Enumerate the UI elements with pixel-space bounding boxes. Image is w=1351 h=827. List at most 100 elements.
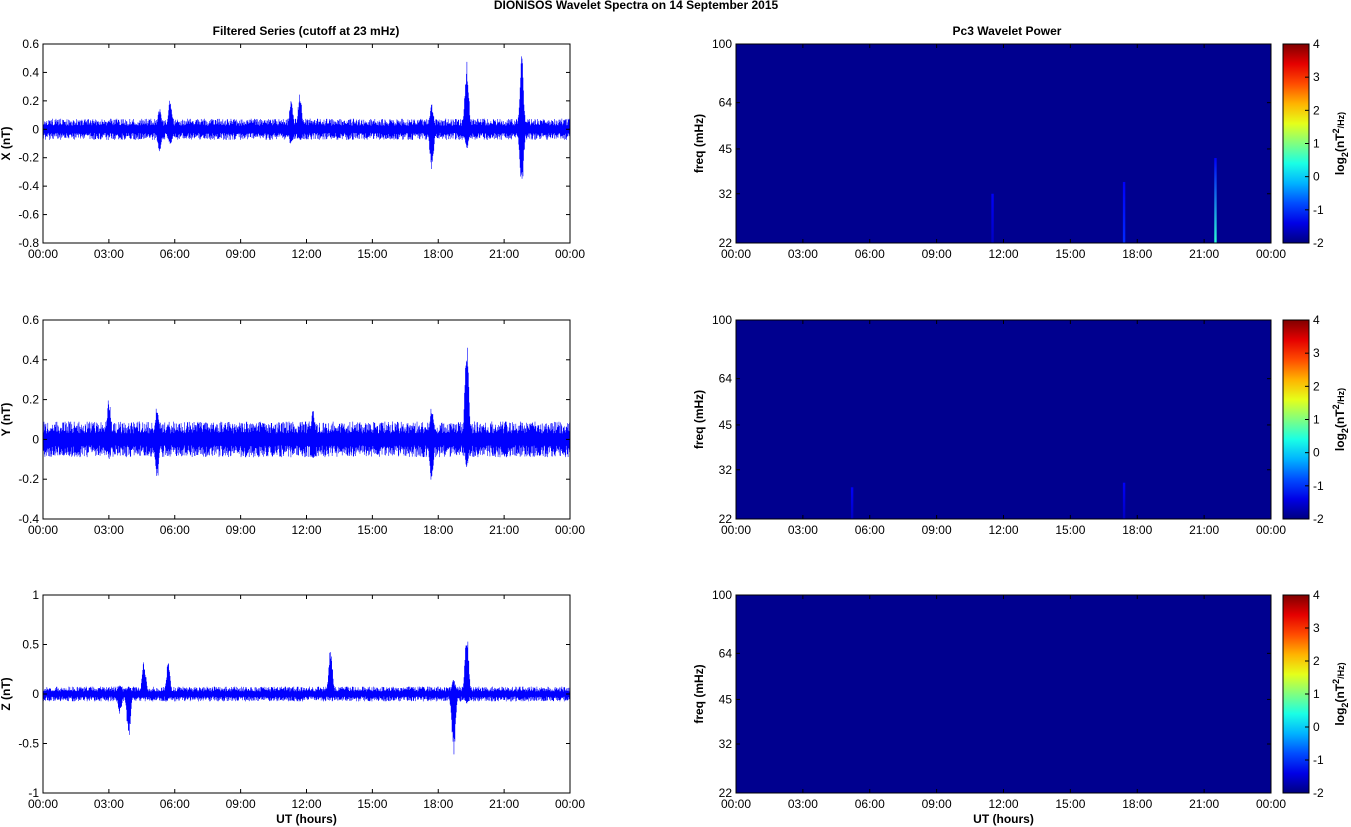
- wavelet-xtick-label: 06:00: [855, 523, 885, 537]
- heatmap-background: [736, 44, 1271, 243]
- ytick-label: 32: [719, 187, 733, 201]
- wavelet-xlabel: UT (hours): [973, 812, 1034, 826]
- wavelet-xtick-label: 00:00: [1256, 797, 1286, 811]
- colorbar-tick-label: 1: [1313, 413, 1320, 427]
- colorbar-label-part: (nT: [1333, 409, 1347, 428]
- ytick-label: -0.4: [18, 179, 39, 193]
- wavelet-xtick-label: 12:00: [988, 797, 1018, 811]
- ylabel: Y (nT): [0, 403, 13, 437]
- ylabel: freq (mHz): [692, 664, 706, 723]
- ytick-label: 45: [719, 142, 733, 156]
- ytick-label: 100: [712, 313, 732, 327]
- colorbar-tick-label: 3: [1313, 346, 1320, 360]
- ytick-label: 0.4: [22, 65, 39, 79]
- colorbar-tick-label: 4: [1313, 313, 1320, 327]
- ytick-label: 0.4: [22, 353, 39, 367]
- ytick-label: -0.2: [18, 472, 39, 486]
- colorbar-label-part: /Hz): [1336, 112, 1346, 129]
- wavelet-xtick-label: 12:00: [988, 247, 1018, 261]
- colorbar-label-part: 2: [1331, 679, 1341, 684]
- colorbar-bar: [1282, 319, 1310, 520]
- ytick-label: 0.6: [22, 313, 39, 327]
- wavelet-hotspot: [1214, 158, 1217, 243]
- colorbar-tick-label: 3: [1313, 70, 1320, 84]
- wavelet-xtick-label: 12:00: [988, 523, 1018, 537]
- ytick-label: 32: [719, 463, 733, 477]
- ytick-label: 22: [719, 236, 733, 250]
- series-xtick-label: 00:00: [28, 247, 58, 261]
- ylabel: X (nT): [0, 127, 13, 161]
- colorbar-tick-label: -1: [1313, 479, 1324, 493]
- colorbar-label-part: /Hz): [1336, 662, 1346, 679]
- colorbar-tick-label: 2: [1313, 379, 1320, 393]
- colorbar-tick-label: 4: [1313, 37, 1320, 51]
- wavelet-hotspot: [991, 193, 994, 243]
- colorbar-tick-label: 1: [1313, 137, 1320, 151]
- series-panel-z: 1 0.5 0 -0.5 -1 Z (nT) 00:00 03:00 06:00 09:00 12:…: [0, 588, 585, 826]
- ytick-label: 100: [712, 37, 732, 51]
- series-xtick-label: 21:00: [489, 523, 519, 537]
- series-xtick-label: 09:00: [226, 247, 256, 261]
- wavelet-xtick-label: 03:00: [788, 797, 818, 811]
- series-xtick-label: 09:00: [226, 523, 256, 537]
- wavelet-xtick-label: 06:00: [855, 797, 885, 811]
- series-xtick-label: 06:00: [160, 797, 190, 811]
- series-xtick-label: 09:00: [226, 797, 256, 811]
- wavelet-xtick-label: 21:00: [1189, 523, 1219, 537]
- wavelet-xtick-label: 00:00: [721, 247, 751, 261]
- ytick-label: 0: [32, 122, 39, 136]
- wavelet-xtick-label: 00:00: [721, 797, 751, 811]
- wavelet-xtick-label: 06:00: [855, 247, 885, 261]
- colorbar-tick-label: -1: [1313, 753, 1324, 767]
- series-xtick-label: 18:00: [423, 247, 453, 261]
- colorbar-tick-label: -2: [1313, 236, 1324, 250]
- ytick-label: 45: [719, 692, 733, 706]
- colorbar-label: log2(nT2/Hz): [1331, 388, 1350, 451]
- colorbar-tick-label: 2: [1313, 103, 1320, 117]
- colorbar-label-part: 2: [1340, 428, 1350, 433]
- colorbar-label-part: /Hz): [1336, 388, 1346, 405]
- ytick-label: -0.4: [18, 512, 39, 526]
- series-xtick-label: 15:00: [357, 523, 387, 537]
- wavelet-hotspot: [1122, 181, 1126, 243]
- wavelet-xtick-label: 09:00: [922, 247, 952, 261]
- series-xtick-label: 15:00: [357, 797, 387, 811]
- ytick-label: 64: [719, 646, 733, 660]
- ytick-label: 64: [719, 372, 733, 386]
- ytick-label: 0: [32, 432, 39, 446]
- series-xtick-label: 00:00: [555, 797, 585, 811]
- wavelet-panel-2: 100 64 45 32 22 freq (mHz) 00:00 03:00 06:00 09:0…: [692, 313, 1286, 537]
- wavelet-xtick-label: 00:00: [1256, 523, 1286, 537]
- ylabel: freq (mHz): [692, 114, 706, 173]
- colorbar-label-part: 2: [1331, 128, 1341, 133]
- ytick-label: 1: [32, 588, 39, 602]
- colorbar-label-part: log: [1333, 157, 1347, 175]
- ytick-label: -0.8: [18, 236, 39, 250]
- colorbar-label-part: log: [1333, 708, 1347, 726]
- wavelet-xtick-label: 03:00: [788, 523, 818, 537]
- wavelet-xtick-label: 21:00: [1189, 247, 1219, 261]
- wavelet-xtick-label: 00:00: [1256, 247, 1286, 261]
- series-xtick-label: 00:00: [28, 523, 58, 537]
- series-xtick-label: 00:00: [555, 523, 585, 537]
- series-panel-x: 0.6 0.4 0.2 0 -0.2 -0.4 -0.6 -0.8 X (nT) 00:00 03:…: [0, 37, 585, 261]
- wavelet-xtick-label: 15:00: [1055, 523, 1085, 537]
- ytick-label: -0.2: [18, 151, 39, 165]
- wavelet-xtick-label: 09:00: [922, 797, 952, 811]
- plot-area: [43, 320, 570, 519]
- ytick-label: 100: [712, 588, 732, 602]
- ytick-label: -0.5: [18, 737, 39, 751]
- colorbar-tick-label: 1: [1313, 687, 1320, 701]
- wavelet-xtick-label: 18:00: [1122, 797, 1152, 811]
- series-xtick-label: 03:00: [94, 247, 124, 261]
- figure-title: DIONISOS Wavelet Spectra on 14 September…: [494, 0, 779, 12]
- heatmap-background: [736, 320, 1271, 519]
- wavelet-xtick-label: 15:00: [1055, 797, 1085, 811]
- wavelet-panel-3: 100 64 45 32 22 freq (mHz) 00:00 03:00 06:00 09:0…: [692, 588, 1286, 826]
- series-xtick-label: 03:00: [94, 797, 124, 811]
- ylabel: freq (mHz): [692, 390, 706, 449]
